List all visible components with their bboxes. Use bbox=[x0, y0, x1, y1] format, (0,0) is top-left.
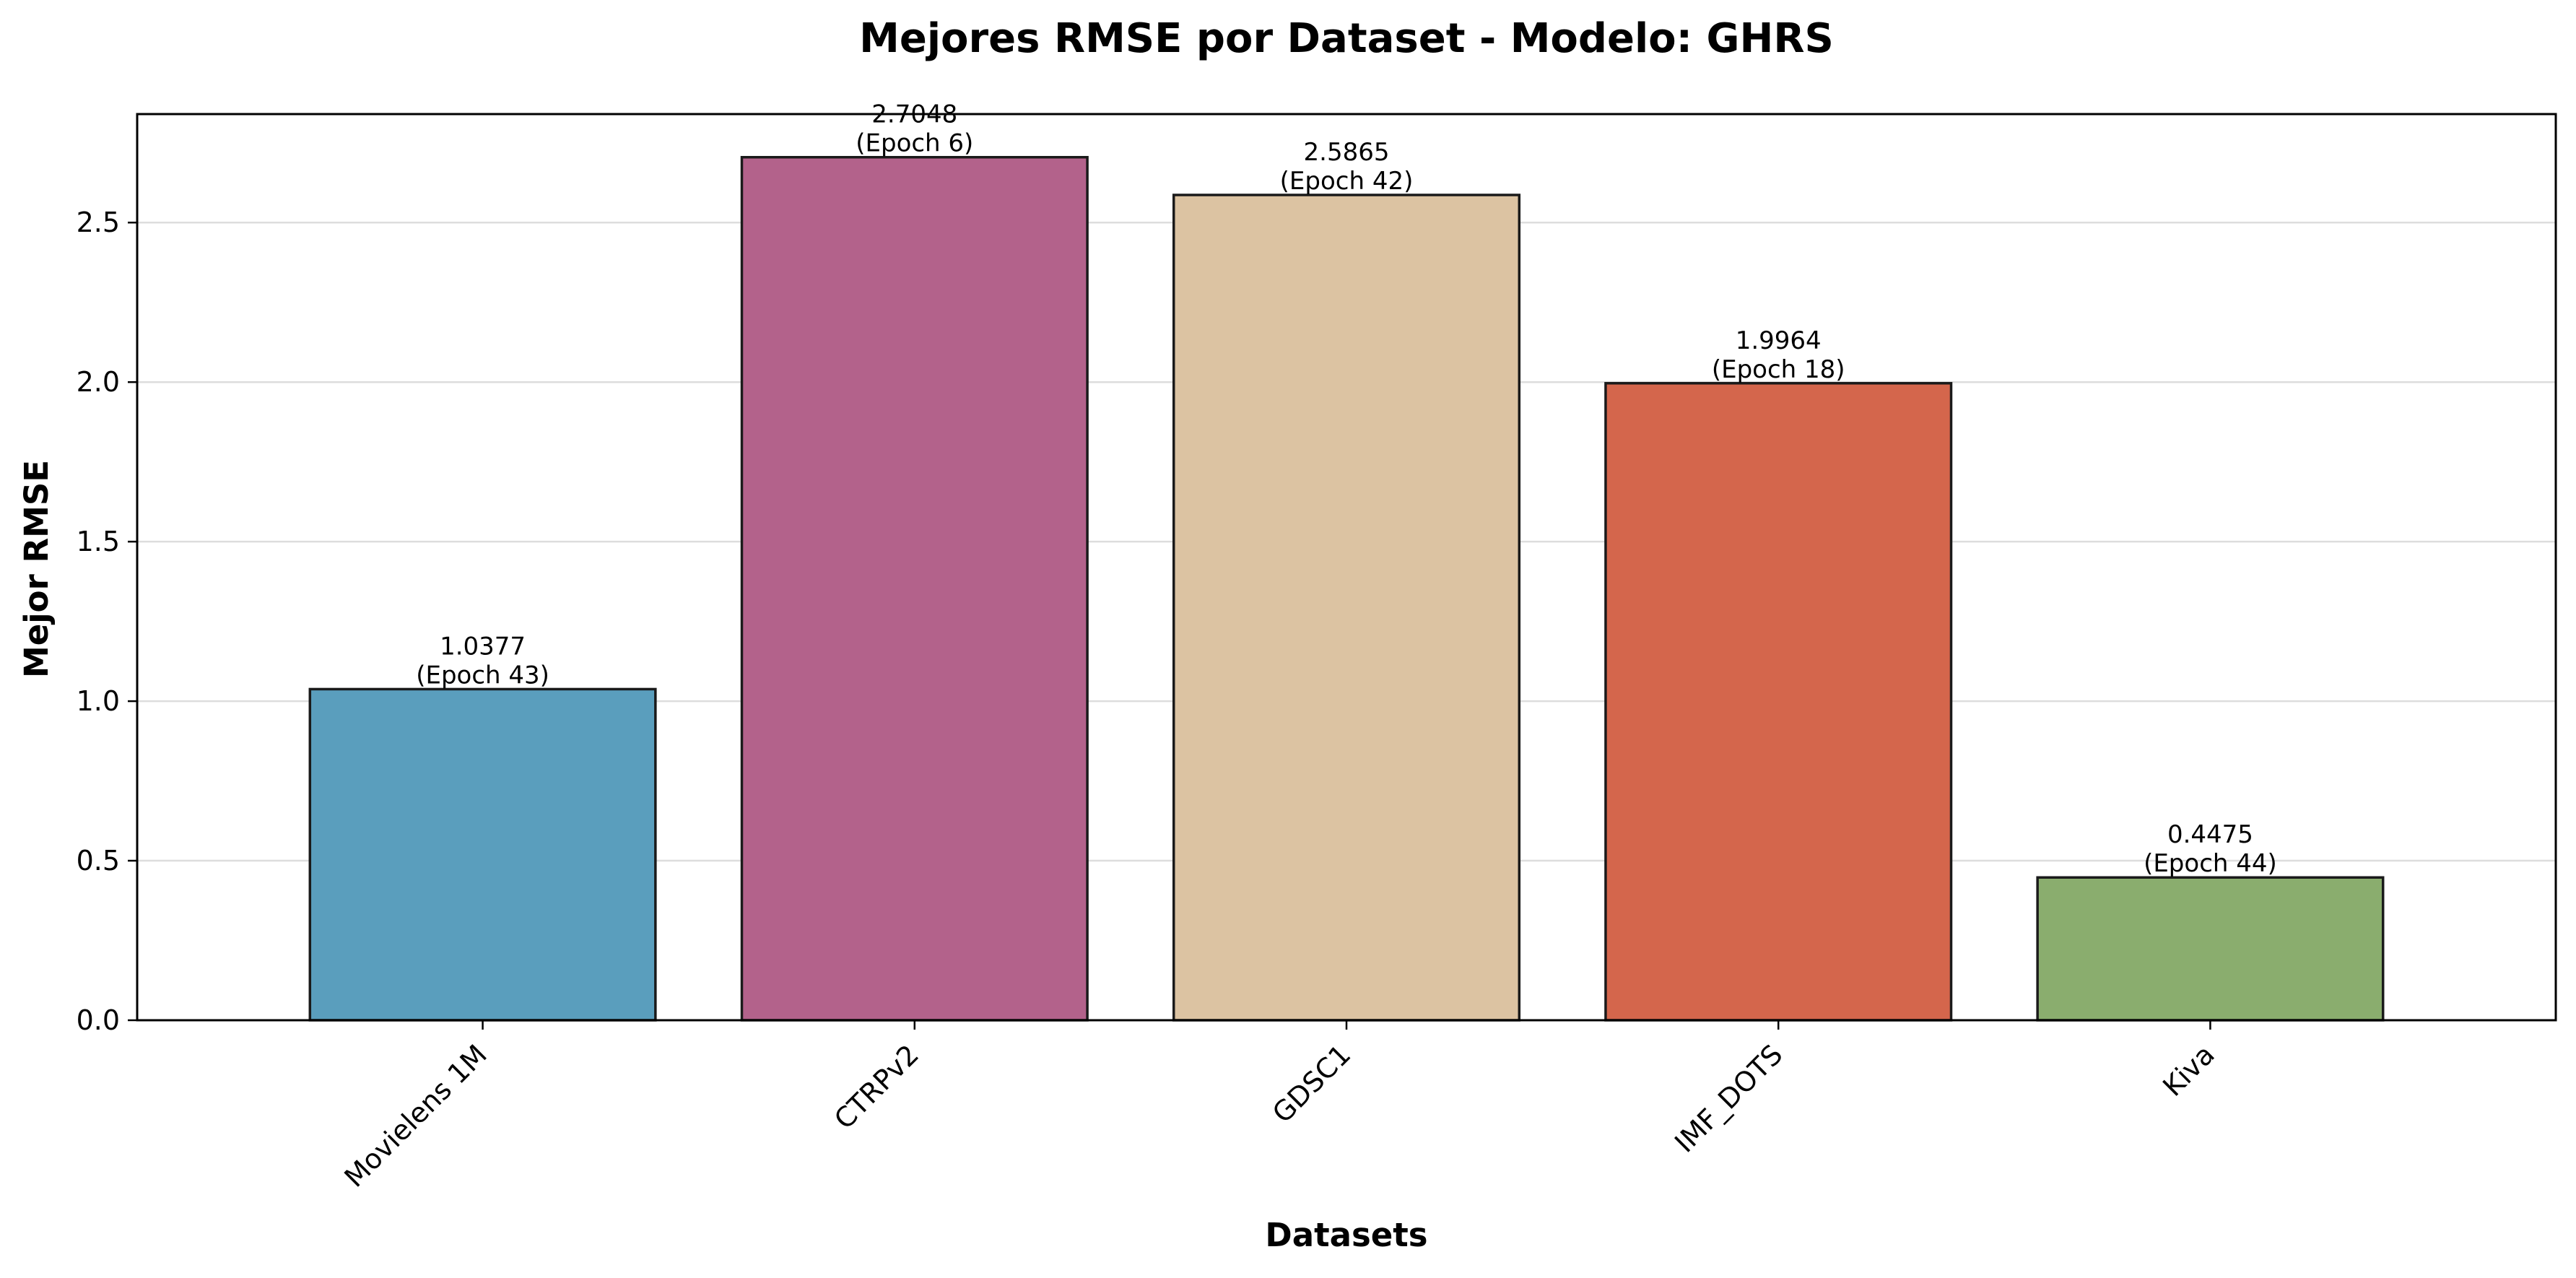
bar-epoch-label: (Epoch 44) bbox=[2144, 849, 2277, 878]
bar-value-label: 1.9964 bbox=[1736, 326, 1822, 355]
y-tick-label: 0.5 bbox=[77, 845, 120, 877]
data-labels: 1.0377(Epoch 43)2.7048(Epoch 6) 2.5865(Ep… bbox=[416, 100, 2277, 879]
bar-value-label: 0.4475 bbox=[2167, 820, 2253, 849]
bar-value-label: 2.5865 bbox=[1304, 138, 1390, 167]
y-tick-label: 1.5 bbox=[77, 526, 120, 557]
bar-epoch-label: (Epoch 18) bbox=[1712, 355, 1845, 384]
bar-3 bbox=[1604, 382, 1953, 1022]
bar-epoch-label: (Epoch 43) bbox=[416, 661, 549, 690]
bar-4 bbox=[2036, 876, 2385, 1022]
bar-0 bbox=[308, 687, 657, 1022]
plot-frame bbox=[136, 113, 2557, 1022]
bar-1 bbox=[740, 155, 1089, 1022]
y-tick-label: 2.5 bbox=[77, 207, 120, 238]
bars bbox=[308, 155, 2385, 1022]
y-tick-label: 1.0 bbox=[77, 685, 120, 717]
y-tick-label: 0.0 bbox=[77, 1004, 120, 1036]
x-axis-title: Datasets bbox=[1265, 1216, 1427, 1254]
chart-title: Mejores RMSE por Dataset - Modelo: GHRS bbox=[859, 15, 1834, 62]
bar-epoch-label: (Epoch 42) bbox=[1280, 167, 1414, 196]
bar-2 bbox=[1172, 194, 1521, 1022]
bar-value-label: 1.0377 bbox=[440, 632, 526, 661]
y-axis-title: Mejor RMSE bbox=[17, 460, 56, 678]
y-tick-label: 2.0 bbox=[77, 366, 120, 398]
bar-epoch-label: (Epoch 6) bbox=[856, 129, 973, 158]
